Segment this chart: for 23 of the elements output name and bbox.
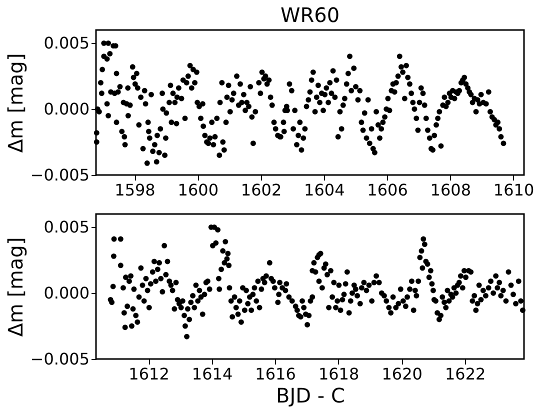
- x-tick-label: 1606: [367, 180, 408, 200]
- y-tick-label: 0.005: [44, 34, 90, 53]
- x-axis-title: BJD - C: [276, 384, 345, 408]
- x-tick-label: 1612: [128, 364, 170, 384]
- x-tick-label: 1614: [192, 364, 233, 384]
- x-tick-label: 1598: [114, 180, 156, 200]
- y-tick-label: −0.005: [30, 166, 90, 184]
- x-tick-label: 1616: [255, 364, 296, 384]
- y-axis-title: Δm [mag]: [3, 237, 28, 337]
- y-tick-label: 0.000: [44, 100, 90, 119]
- chart-title: WR60: [280, 3, 340, 27]
- x-tick-label: 1610: [493, 180, 534, 200]
- x-tick-label: 1608: [430, 180, 471, 200]
- x-tick-label: 1622: [444, 364, 486, 384]
- x-tick-label: 1620: [382, 364, 422, 384]
- y-axis-title: Δm [mag]: [3, 53, 28, 153]
- y-tick-label: 0.000: [44, 284, 90, 303]
- x-tick-label: 1618: [318, 364, 360, 384]
- x-tick-label: 1600: [178, 180, 218, 200]
- x-tick-label: 1602: [240, 180, 282, 200]
- y-tick-label: 0.005: [44, 218, 90, 237]
- x-tick-label: 1604: [304, 180, 345, 200]
- y-tick-label: −0.005: [30, 350, 90, 368]
